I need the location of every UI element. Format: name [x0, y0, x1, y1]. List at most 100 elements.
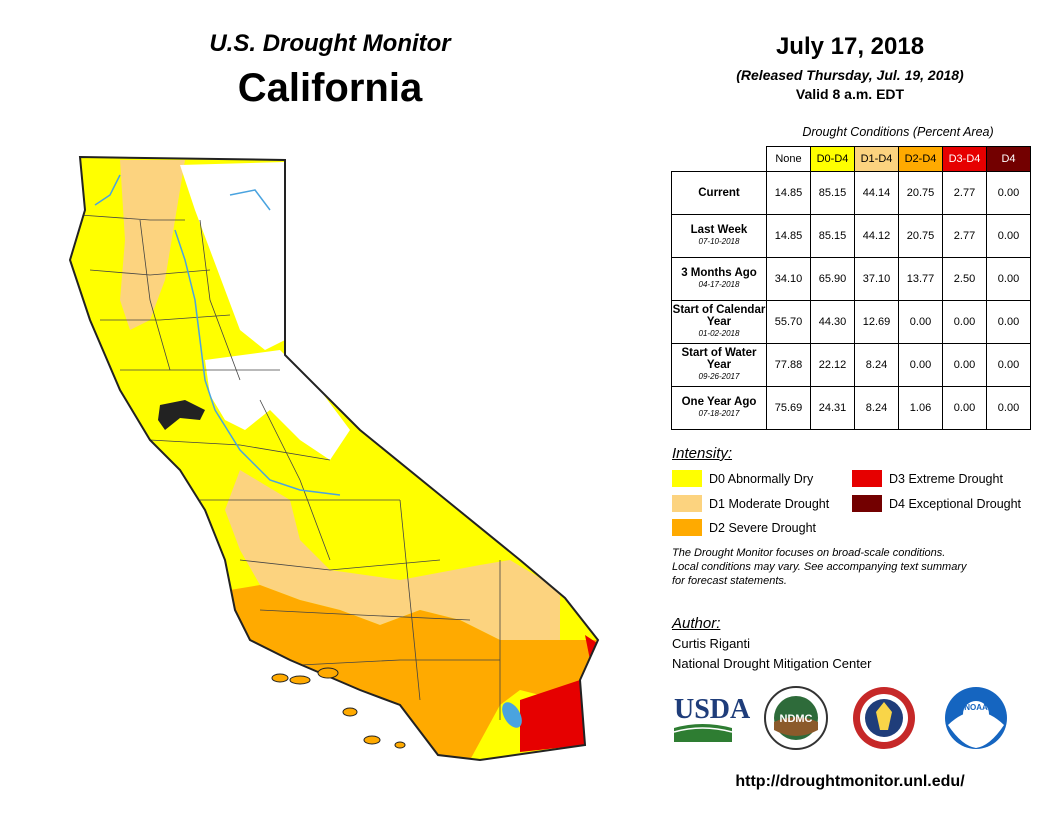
table-cell: 85.15: [810, 214, 855, 258]
zone-d3-east: [585, 635, 598, 660]
row-label: Start of Calendar Year 01-02-2018: [671, 300, 767, 344]
table-cell: 0.00: [898, 300, 943, 344]
svg-text:NOAA: NOAA: [964, 703, 988, 712]
table-row: One Year Ago 07-18-2017 75.69 24.31 8.24 1.06…: [671, 386, 1031, 430]
column-header: D1-D4: [854, 146, 899, 172]
legend-swatch: [672, 495, 702, 512]
table-cell: 37.10: [854, 257, 899, 301]
table-cell: 0.00: [942, 386, 987, 430]
table-cell: 2.77: [942, 171, 987, 215]
map-valid: Valid 8 a.m. EDT: [795, 86, 905, 102]
california-drought-map: [68, 155, 600, 762]
legend-swatch: [852, 495, 882, 512]
table-cell: 14.85: [766, 214, 811, 258]
ndmc-logo[interactable]: NDMC: [764, 686, 828, 750]
disclaimer-line: The Drought Monitor focuses on broad-sca…: [672, 547, 946, 559]
table-cell: 34.10: [766, 257, 811, 301]
row-label: Start of Water Year 09-26-2017: [671, 343, 767, 387]
doc-seal-logo[interactable]: [853, 687, 915, 749]
author-name: Curtis Riganti: [672, 636, 751, 651]
table-cell: 8.24: [854, 343, 899, 387]
column-header: D4: [986, 146, 1031, 172]
row-label-text: Last Week: [690, 224, 748, 236]
author-title: Author:: [672, 615, 721, 632]
usda-logo[interactable]: USDA: [673, 694, 751, 742]
map-date: July 17, 2018: [775, 33, 925, 60]
table-header-row: None D0-D4 D1-D4 D2-D4 D3-D4 D4: [672, 146, 1031, 172]
row-date: 07-10-2018: [698, 237, 740, 246]
table-cell: 22.12: [810, 343, 855, 387]
legend-label: D0 Abnormally Dry: [709, 471, 814, 486]
legend-label: D1 Moderate Drought: [709, 496, 830, 511]
legend-item: D1 Moderate Drought: [672, 495, 829, 512]
table-cell: 65.90: [810, 257, 855, 301]
table-cell: 0.00: [942, 343, 987, 387]
table-cell: 44.30: [810, 300, 855, 344]
legend-title: Intensity:: [672, 445, 733, 462]
zone-d2: [230, 585, 598, 760]
noaa-logo[interactable]: NOAA: [945, 687, 1007, 749]
salton-sea: [502, 702, 522, 728]
table-cell: 12.69: [854, 300, 899, 344]
footer-url[interactable]: http://droughtmonitor.unl.edu/: [735, 773, 965, 790]
table-cell: 14.85: [766, 171, 811, 215]
map-released: (Released Thursday, Jul. 19, 2018): [736, 67, 964, 83]
row-date: 07-18-2017: [698, 409, 740, 418]
zone-none-sierra: [205, 350, 350, 460]
table-cell: 1.06: [898, 386, 943, 430]
table-cell: 20.75: [898, 214, 943, 258]
column-header: D3-D4: [942, 146, 987, 172]
column-header: D0-D4: [810, 146, 855, 172]
legend-swatch: [672, 470, 702, 487]
legend-label: D4 Exceptional Drought: [889, 496, 1022, 511]
table-cell: 44.14: [854, 171, 899, 215]
table-cell: 85.15: [810, 171, 855, 215]
table-row: Last Week 07-10-2018 14.85 85.15 44.12 20.75 2…: [671, 214, 1031, 258]
author-org: National Drought Mitigation Center: [672, 656, 872, 671]
table-cell: 2.77: [942, 214, 987, 258]
row-label: 3 Months Ago 04-17-2018: [671, 257, 767, 301]
table-cell: 75.69: [766, 386, 811, 430]
table-cell: 13.77: [898, 257, 943, 301]
state-outline: [68, 155, 600, 762]
row-label-text: Start of Calendar Year: [672, 304, 766, 328]
row-label-text: Start of Water Year: [681, 347, 757, 371]
table-cell: 8.24: [854, 386, 899, 430]
table-corner: [672, 147, 767, 172]
state-title: California: [237, 66, 423, 110]
row-label: Current: [671, 171, 767, 215]
disclaimer-line: Local conditions may vary. See accompany…: [672, 561, 967, 573]
table-row: 3 Months Ago 04-17-2018 34.10 65.90 37.10 13.…: [671, 257, 1031, 301]
table-cell: 24.31: [810, 386, 855, 430]
table-row: Start of Water Year 09-26-2017 77.88 22.12 8…: [671, 343, 1031, 387]
table-cell: 0.00: [986, 214, 1031, 258]
map-title: U.S. Drought Monitor: [209, 30, 451, 57]
legend-item: D4 Exceptional Drought: [852, 495, 1021, 512]
legend-item: D2 Severe Drought: [672, 519, 816, 536]
row-date: 09-26-2017: [698, 372, 740, 381]
table-cell: 55.70: [766, 300, 811, 344]
zone-none-north: [180, 162, 285, 350]
table-row: Start of Calendar Year 01-02-2018 55.70 44.…: [671, 300, 1031, 344]
legend-item: D0 Abnormally Dry: [672, 470, 813, 487]
column-header: None: [766, 146, 811, 172]
legend-item: D3 Extreme Drought: [852, 470, 1003, 487]
svg-text:NDMC: NDMC: [780, 713, 813, 725]
legend-swatch: [852, 470, 882, 487]
drought-stats-table: None D0-D4 D1-D4 D2-D4 D3-D4 D4 Current 14.85 8…: [671, 146, 1031, 430]
legend-label: D2 Severe Drought: [709, 520, 817, 535]
table-cell: 2.50: [942, 257, 987, 301]
row-label: One Year Ago 07-18-2017: [671, 386, 767, 430]
row-label-text: Current: [698, 187, 740, 199]
table-cell: 20.75: [898, 171, 943, 215]
disclaimer-line: for forecast statements.: [672, 575, 787, 587]
table-cell: 0.00: [986, 343, 1031, 387]
row-label-text: One Year Ago: [681, 396, 757, 408]
bay-water: [158, 400, 205, 430]
table-row: Current 14.85 85.15 44.14 20.75 2.77 0.00: [671, 171, 1031, 215]
table-cell: 0.00: [986, 257, 1031, 301]
row-label: Last Week 07-10-2018: [671, 214, 767, 258]
zone-d1-north: [120, 160, 185, 330]
table-cell: 44.12: [854, 214, 899, 258]
table-cell: 0.00: [898, 343, 943, 387]
